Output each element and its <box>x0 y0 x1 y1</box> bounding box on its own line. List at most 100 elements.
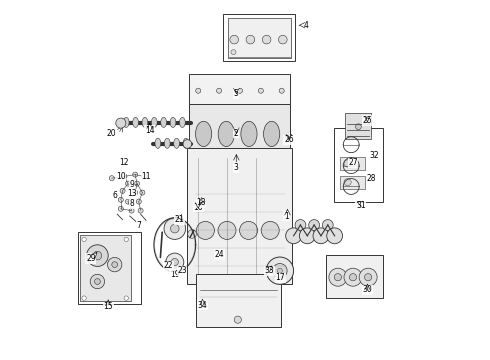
Circle shape <box>196 153 201 158</box>
Circle shape <box>196 221 215 239</box>
Circle shape <box>322 220 333 230</box>
Circle shape <box>124 237 128 242</box>
Circle shape <box>234 316 242 323</box>
Circle shape <box>313 228 329 244</box>
Text: 22: 22 <box>164 261 173 270</box>
Circle shape <box>133 190 138 195</box>
Circle shape <box>142 174 147 179</box>
Text: 21: 21 <box>175 215 184 224</box>
FancyBboxPatch shape <box>196 274 281 327</box>
Circle shape <box>235 153 240 158</box>
Circle shape <box>299 228 315 244</box>
Circle shape <box>218 221 236 239</box>
Text: 9: 9 <box>129 180 134 189</box>
Text: 34: 34 <box>197 301 207 310</box>
Text: 4: 4 <box>304 21 309 30</box>
Ellipse shape <box>164 138 170 148</box>
Text: 18: 18 <box>196 198 206 207</box>
FancyBboxPatch shape <box>80 235 131 301</box>
Text: 29: 29 <box>86 254 96 263</box>
Circle shape <box>116 118 126 128</box>
Ellipse shape <box>264 121 280 147</box>
Bar <box>77 232 141 304</box>
Circle shape <box>365 274 372 281</box>
Ellipse shape <box>241 121 257 147</box>
Circle shape <box>125 181 130 186</box>
Text: 25: 25 <box>363 116 372 125</box>
Circle shape <box>240 221 258 239</box>
Text: 17: 17 <box>275 274 285 282</box>
Text: 5: 5 <box>234 89 239 98</box>
Text: 8: 8 <box>129 199 134 208</box>
Circle shape <box>238 88 243 93</box>
FancyBboxPatch shape <box>228 18 291 58</box>
Text: 7: 7 <box>136 220 141 230</box>
Text: 27: 27 <box>348 158 358 167</box>
Circle shape <box>216 153 220 158</box>
Text: 12: 12 <box>120 158 129 167</box>
Ellipse shape <box>179 117 185 127</box>
Circle shape <box>188 230 196 238</box>
Text: 24: 24 <box>214 250 224 259</box>
Circle shape <box>171 258 178 266</box>
Text: 1: 1 <box>284 212 289 220</box>
FancyBboxPatch shape <box>345 113 371 139</box>
Circle shape <box>266 257 294 284</box>
Bar <box>334 128 383 202</box>
Circle shape <box>349 274 357 281</box>
Circle shape <box>275 148 280 153</box>
Bar <box>223 14 295 61</box>
Circle shape <box>231 50 236 55</box>
Text: 31: 31 <box>356 202 366 210</box>
Text: 10: 10 <box>116 172 125 181</box>
FancyBboxPatch shape <box>187 148 292 284</box>
Circle shape <box>273 264 287 278</box>
Text: 3: 3 <box>234 163 239 172</box>
Text: 32: 32 <box>369 151 379 160</box>
Text: 14: 14 <box>145 126 154 135</box>
Ellipse shape <box>142 117 148 127</box>
Circle shape <box>107 257 122 272</box>
Ellipse shape <box>218 121 234 147</box>
Circle shape <box>258 88 263 93</box>
Text: 33: 33 <box>265 266 274 275</box>
Text: 26: 26 <box>284 135 294 144</box>
Ellipse shape <box>123 117 129 127</box>
Ellipse shape <box>133 117 139 127</box>
Circle shape <box>112 262 118 267</box>
Ellipse shape <box>170 117 176 127</box>
Circle shape <box>166 253 184 271</box>
Text: 20: 20 <box>107 130 117 139</box>
Circle shape <box>140 190 145 195</box>
Circle shape <box>255 148 260 153</box>
Circle shape <box>356 124 361 130</box>
Circle shape <box>278 35 287 44</box>
Circle shape <box>87 245 108 266</box>
Circle shape <box>262 35 271 44</box>
Circle shape <box>171 224 179 233</box>
Circle shape <box>295 220 306 230</box>
Circle shape <box>359 268 377 286</box>
Circle shape <box>275 153 280 158</box>
Text: 23: 23 <box>177 266 187 275</box>
Text: 28: 28 <box>367 175 376 184</box>
FancyBboxPatch shape <box>190 151 289 160</box>
Circle shape <box>138 208 143 213</box>
Circle shape <box>327 228 343 244</box>
Text: 19: 19 <box>170 270 180 279</box>
Text: 15: 15 <box>103 302 113 311</box>
Text: 6: 6 <box>113 191 118 200</box>
Circle shape <box>196 148 200 153</box>
Circle shape <box>95 279 100 284</box>
Circle shape <box>118 206 123 211</box>
Circle shape <box>344 268 362 286</box>
Ellipse shape <box>196 121 212 147</box>
Circle shape <box>344 179 351 186</box>
Ellipse shape <box>183 138 189 148</box>
Circle shape <box>246 35 255 44</box>
Text: 16: 16 <box>194 202 203 212</box>
Circle shape <box>82 237 86 242</box>
Circle shape <box>124 296 128 300</box>
Circle shape <box>82 296 86 300</box>
Circle shape <box>125 199 130 204</box>
